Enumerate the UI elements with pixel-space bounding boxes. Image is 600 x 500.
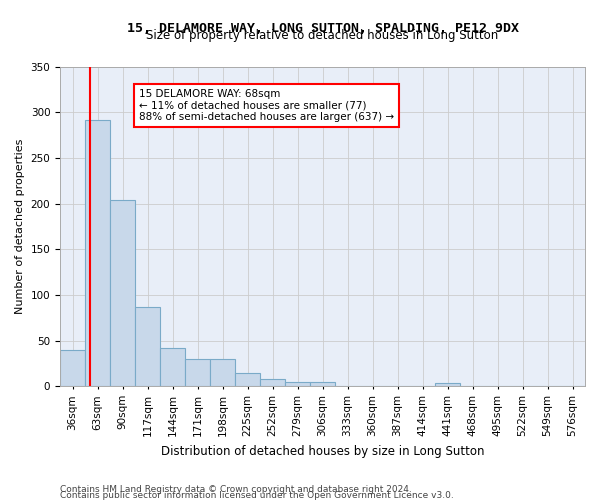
Bar	[60, 350, 85, 387]
Bar	[235, 372, 260, 386]
X-axis label: Distribution of detached houses by size in Long Sutton: Distribution of detached houses by size …	[161, 444, 484, 458]
Bar	[435, 382, 460, 386]
Text: 15, DELAMORE WAY, LONG SUTTON, SPALDING, PE12 9DX: 15, DELAMORE WAY, LONG SUTTON, SPALDING,…	[127, 22, 518, 35]
Y-axis label: Number of detached properties: Number of detached properties	[15, 139, 25, 314]
Text: Contains HM Land Registry data © Crown copyright and database right 2024.: Contains HM Land Registry data © Crown c…	[60, 484, 412, 494]
Bar	[285, 382, 310, 386]
Text: 15 DELAMORE WAY: 68sqm
← 11% of detached houses are smaller (77)
88% of semi-det: 15 DELAMORE WAY: 68sqm ← 11% of detached…	[139, 89, 394, 122]
Bar	[110, 200, 135, 386]
Bar	[135, 307, 160, 386]
Bar	[260, 379, 285, 386]
Bar	[185, 359, 210, 386]
Bar	[160, 348, 185, 387]
Text: Contains public sector information licensed under the Open Government Licence v3: Contains public sector information licen…	[60, 490, 454, 500]
Title: Size of property relative to detached houses in Long Sutton: Size of property relative to detached ho…	[146, 28, 499, 42]
Bar	[310, 382, 335, 386]
Bar	[210, 359, 235, 386]
Bar	[85, 120, 110, 386]
